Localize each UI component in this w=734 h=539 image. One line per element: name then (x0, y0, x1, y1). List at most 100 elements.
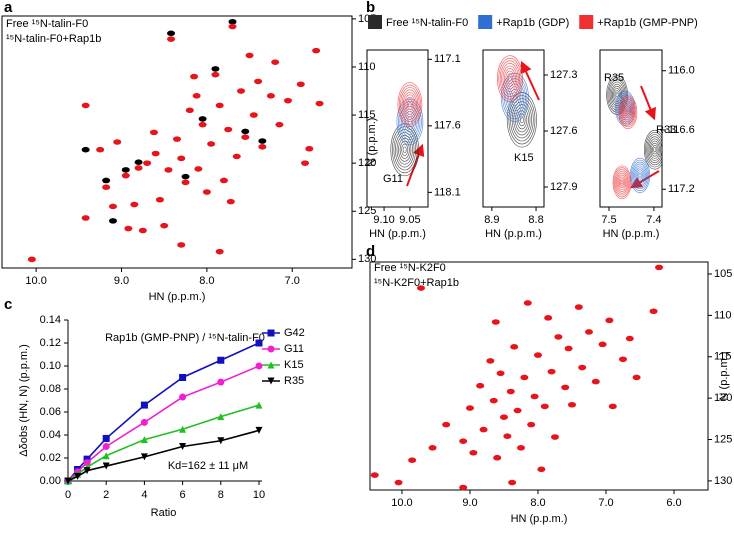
marker (179, 374, 187, 381)
contour-ring (405, 96, 415, 113)
legend-label: ¹⁵N-K2F0+Rap1b (374, 277, 459, 289)
peak (370, 472, 379, 478)
contour-ring (618, 176, 626, 189)
y-tick-label: 0.06 (40, 406, 61, 418)
contour-ring (646, 134, 662, 166)
y-tick-label: 0.04 (40, 429, 61, 441)
y-axis-label: N (p.p.m.) (718, 352, 730, 401)
peak (96, 146, 105, 153)
peak (459, 484, 468, 491)
peak (219, 177, 228, 184)
marker (255, 362, 263, 370)
y-tick-label: 0.14 (40, 314, 61, 326)
peak (493, 454, 502, 461)
peak (561, 384, 570, 391)
peak (102, 184, 111, 191)
contour-ring (401, 143, 409, 156)
legend-label: Free ¹⁵N-talin-F0 (386, 17, 468, 29)
peak (237, 88, 246, 94)
legend-swatch (478, 15, 493, 29)
peak (167, 30, 176, 37)
peak (124, 225, 133, 232)
peak-label: R35 (604, 72, 624, 84)
x-axis-label: HN (p.p.m.) (511, 513, 568, 525)
legend-label: +Rap1b (GDP) (496, 17, 569, 29)
peak (194, 166, 203, 172)
contour-ring (508, 95, 536, 145)
contour-ring (632, 161, 648, 190)
peak (232, 153, 241, 160)
contour-ring (652, 145, 658, 155)
contour-ring (623, 104, 633, 120)
plot-frame (366, 49, 429, 208)
peak-label: K15 (514, 152, 534, 164)
contour-ring (620, 180, 624, 185)
peak (513, 407, 522, 414)
y-tick-label: 0.08 (40, 383, 61, 395)
contour-ring (615, 90, 636, 126)
legend-label: G11 (284, 343, 304, 355)
peak (564, 345, 573, 352)
legend-marker (267, 329, 275, 337)
marker (64, 477, 72, 485)
peak (167, 36, 176, 42)
peak (249, 112, 258, 118)
x-tick-label: 7.4 (646, 214, 661, 226)
peak (510, 344, 519, 350)
contour-ring (638, 173, 642, 178)
peak (489, 397, 498, 404)
y-axis-label: Δδobs (HN, N) (p.p.m.) (18, 344, 30, 456)
x-tick-label: 6 (180, 489, 186, 501)
contours (390, 82, 424, 177)
x-tick-label: 2 (103, 489, 109, 501)
contour-ring (634, 165, 646, 186)
x-tick-label: 10.0 (391, 497, 412, 509)
marker (102, 452, 110, 460)
legend-marker (267, 361, 275, 369)
peak (520, 374, 529, 381)
contour-ring (643, 129, 662, 170)
peak (537, 466, 546, 473)
peak (245, 52, 254, 59)
peak (271, 59, 280, 65)
peak (567, 401, 576, 408)
y-tick-label: 117.6 (434, 120, 461, 132)
peak (312, 47, 321, 54)
peak (523, 300, 532, 306)
chart-title: Rap1b (GMP-PNP) / ¹⁵N-talin-F0 (105, 332, 265, 344)
contour-ring (518, 113, 526, 127)
contour-ring (395, 132, 415, 168)
legend-swatch (368, 15, 382, 29)
contour-ring (506, 73, 514, 85)
y-tick-label: 127.3 (550, 69, 578, 81)
contour-ring (647, 136, 662, 164)
x-tick-label: 7.0 (285, 275, 300, 287)
peak (275, 121, 284, 128)
y-tick-label: 117.1 (434, 53, 461, 65)
peak (228, 23, 237, 30)
peak (241, 128, 250, 135)
peak (618, 356, 627, 363)
peak (134, 165, 143, 171)
marker (255, 401, 263, 409)
peak (408, 457, 417, 464)
contour-ring (509, 89, 520, 106)
contour-ring (619, 178, 625, 187)
marker (140, 453, 148, 461)
peak (574, 304, 583, 310)
x-tick-label: 10 (253, 489, 265, 501)
contour-ring (616, 172, 628, 192)
peak (554, 334, 563, 340)
y-tick-label: 115 (714, 351, 732, 363)
peak (479, 426, 488, 433)
marker (255, 339, 263, 347)
x-tick-label: 6.0 (666, 497, 681, 509)
legend-label: R35 (284, 375, 304, 387)
peak (27, 256, 36, 263)
contour-ring (630, 159, 650, 192)
marker (140, 418, 148, 426)
x-axis-label: HN (p.p.m.) (485, 228, 542, 240)
peak (491, 319, 500, 325)
peak (550, 434, 559, 440)
